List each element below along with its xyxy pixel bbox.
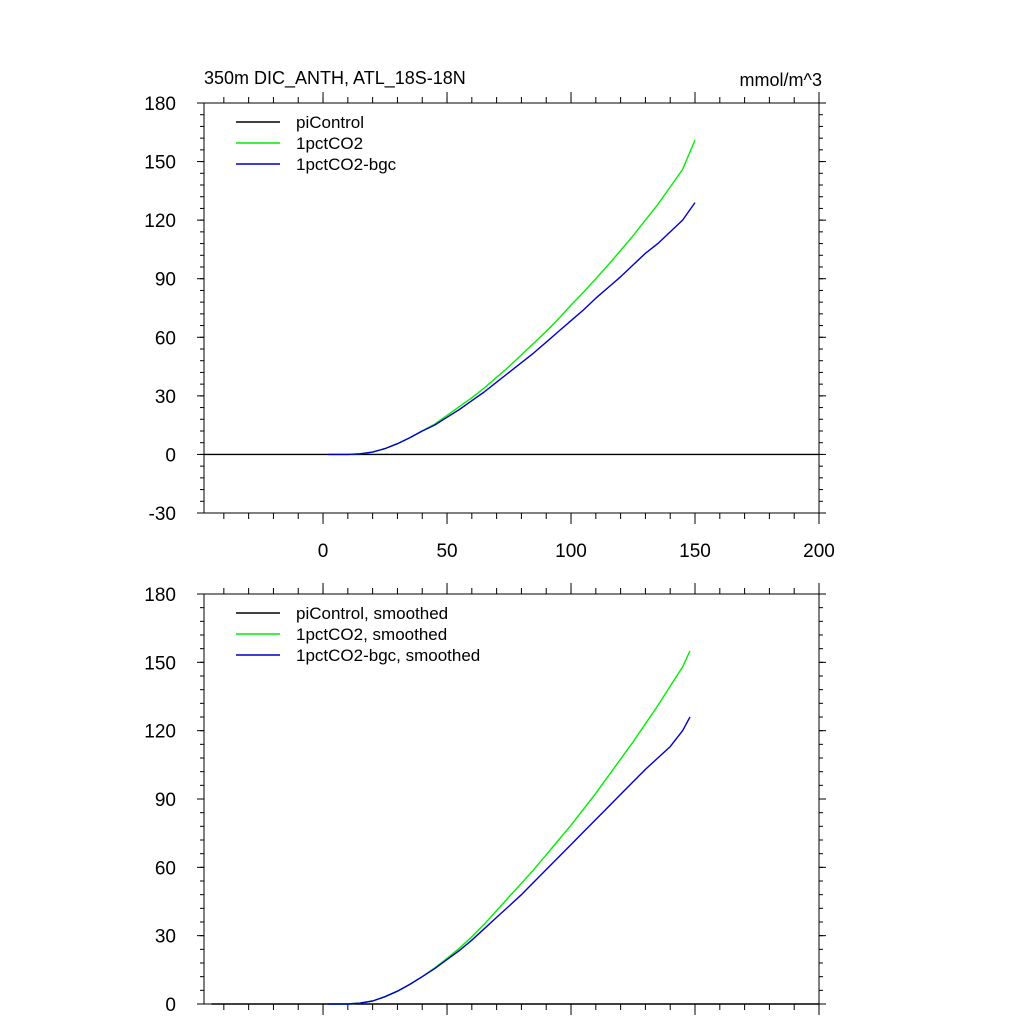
bottom-ytick-label: 120 [144, 722, 176, 743]
top-ytick-label: 90 [155, 270, 176, 291]
top-legend-label: 1pctCO2 [296, 134, 363, 153]
bottom-legend-label: piControl, smoothed [296, 604, 448, 623]
bottom-series-lines [211, 650, 819, 1005]
top-xtick-label: 150 [679, 541, 711, 562]
bottom-y-tick-labels: 0 30 60 90 120 150 180 [144, 585, 176, 1016]
bottom-legend-label: 1pctCO2-bgc, smoothed [296, 646, 480, 665]
top-ytick-label: -30 [149, 504, 176, 525]
bottom-series-line-2 [328, 716, 691, 1005]
bottom-ytick-label: 30 [155, 927, 176, 948]
top-xtick-label: 200 [803, 541, 835, 562]
top-ticks [197, 92, 826, 524]
top-ytick-label: 0 [165, 445, 176, 466]
bottom-ytick-label: 0 [165, 995, 176, 1016]
top-xtick-label: 100 [555, 541, 587, 562]
bottom-ytick-label: 60 [155, 858, 176, 879]
bottom-series-line-1 [328, 650, 691, 1005]
bottom-ytick-label: 150 [144, 653, 176, 674]
top-legend-label: 1pctCO2-bgc [296, 155, 397, 174]
top-chart: 350m DIC_ANTH, ATL_18S-18N mmol/m^3 -30 0… [144, 68, 835, 562]
top-ytick-label: 60 [155, 328, 176, 349]
top-ytick-label: 180 [144, 94, 176, 115]
bottom-legend: piControl, smoothed 1pctCO2, smoothed 1pct… [236, 604, 480, 665]
top-series-lines [204, 139, 819, 456]
bottom-chart: 0 30 60 90 120 150 180 piControl, smoothed 1pct… [144, 583, 826, 1016]
top-x-tick-labels: 0 50 100 150 200 [318, 541, 835, 562]
top-legend-label: piControl [296, 113, 364, 132]
top-legend: piControl 1pctCO2 1pctCO2-bgc [236, 113, 397, 174]
top-series-line-1 [328, 139, 696, 456]
top-y-tick-labels: -30 0 30 60 90 120 150 180 [144, 94, 176, 525]
chart-title: 350m DIC_ANTH, ATL_18S-18N [204, 68, 466, 89]
top-series-line-2 [328, 202, 696, 456]
bottom-ytick-label: 90 [155, 790, 176, 811]
bottom-legend-label: 1pctCO2, smoothed [296, 625, 447, 644]
top-xtick-label: 50 [436, 541, 457, 562]
top-ytick-label: 150 [144, 153, 176, 174]
bottom-ytick-label: 180 [144, 585, 176, 606]
top-ytick-label: 120 [144, 211, 176, 232]
units-label: mmol/m^3 [740, 70, 822, 90]
top-xtick-label: 0 [318, 541, 329, 562]
top-plot-frame [203, 102, 820, 514]
bottom-ticks [197, 583, 826, 1015]
top-ytick-label: 30 [155, 387, 176, 408]
